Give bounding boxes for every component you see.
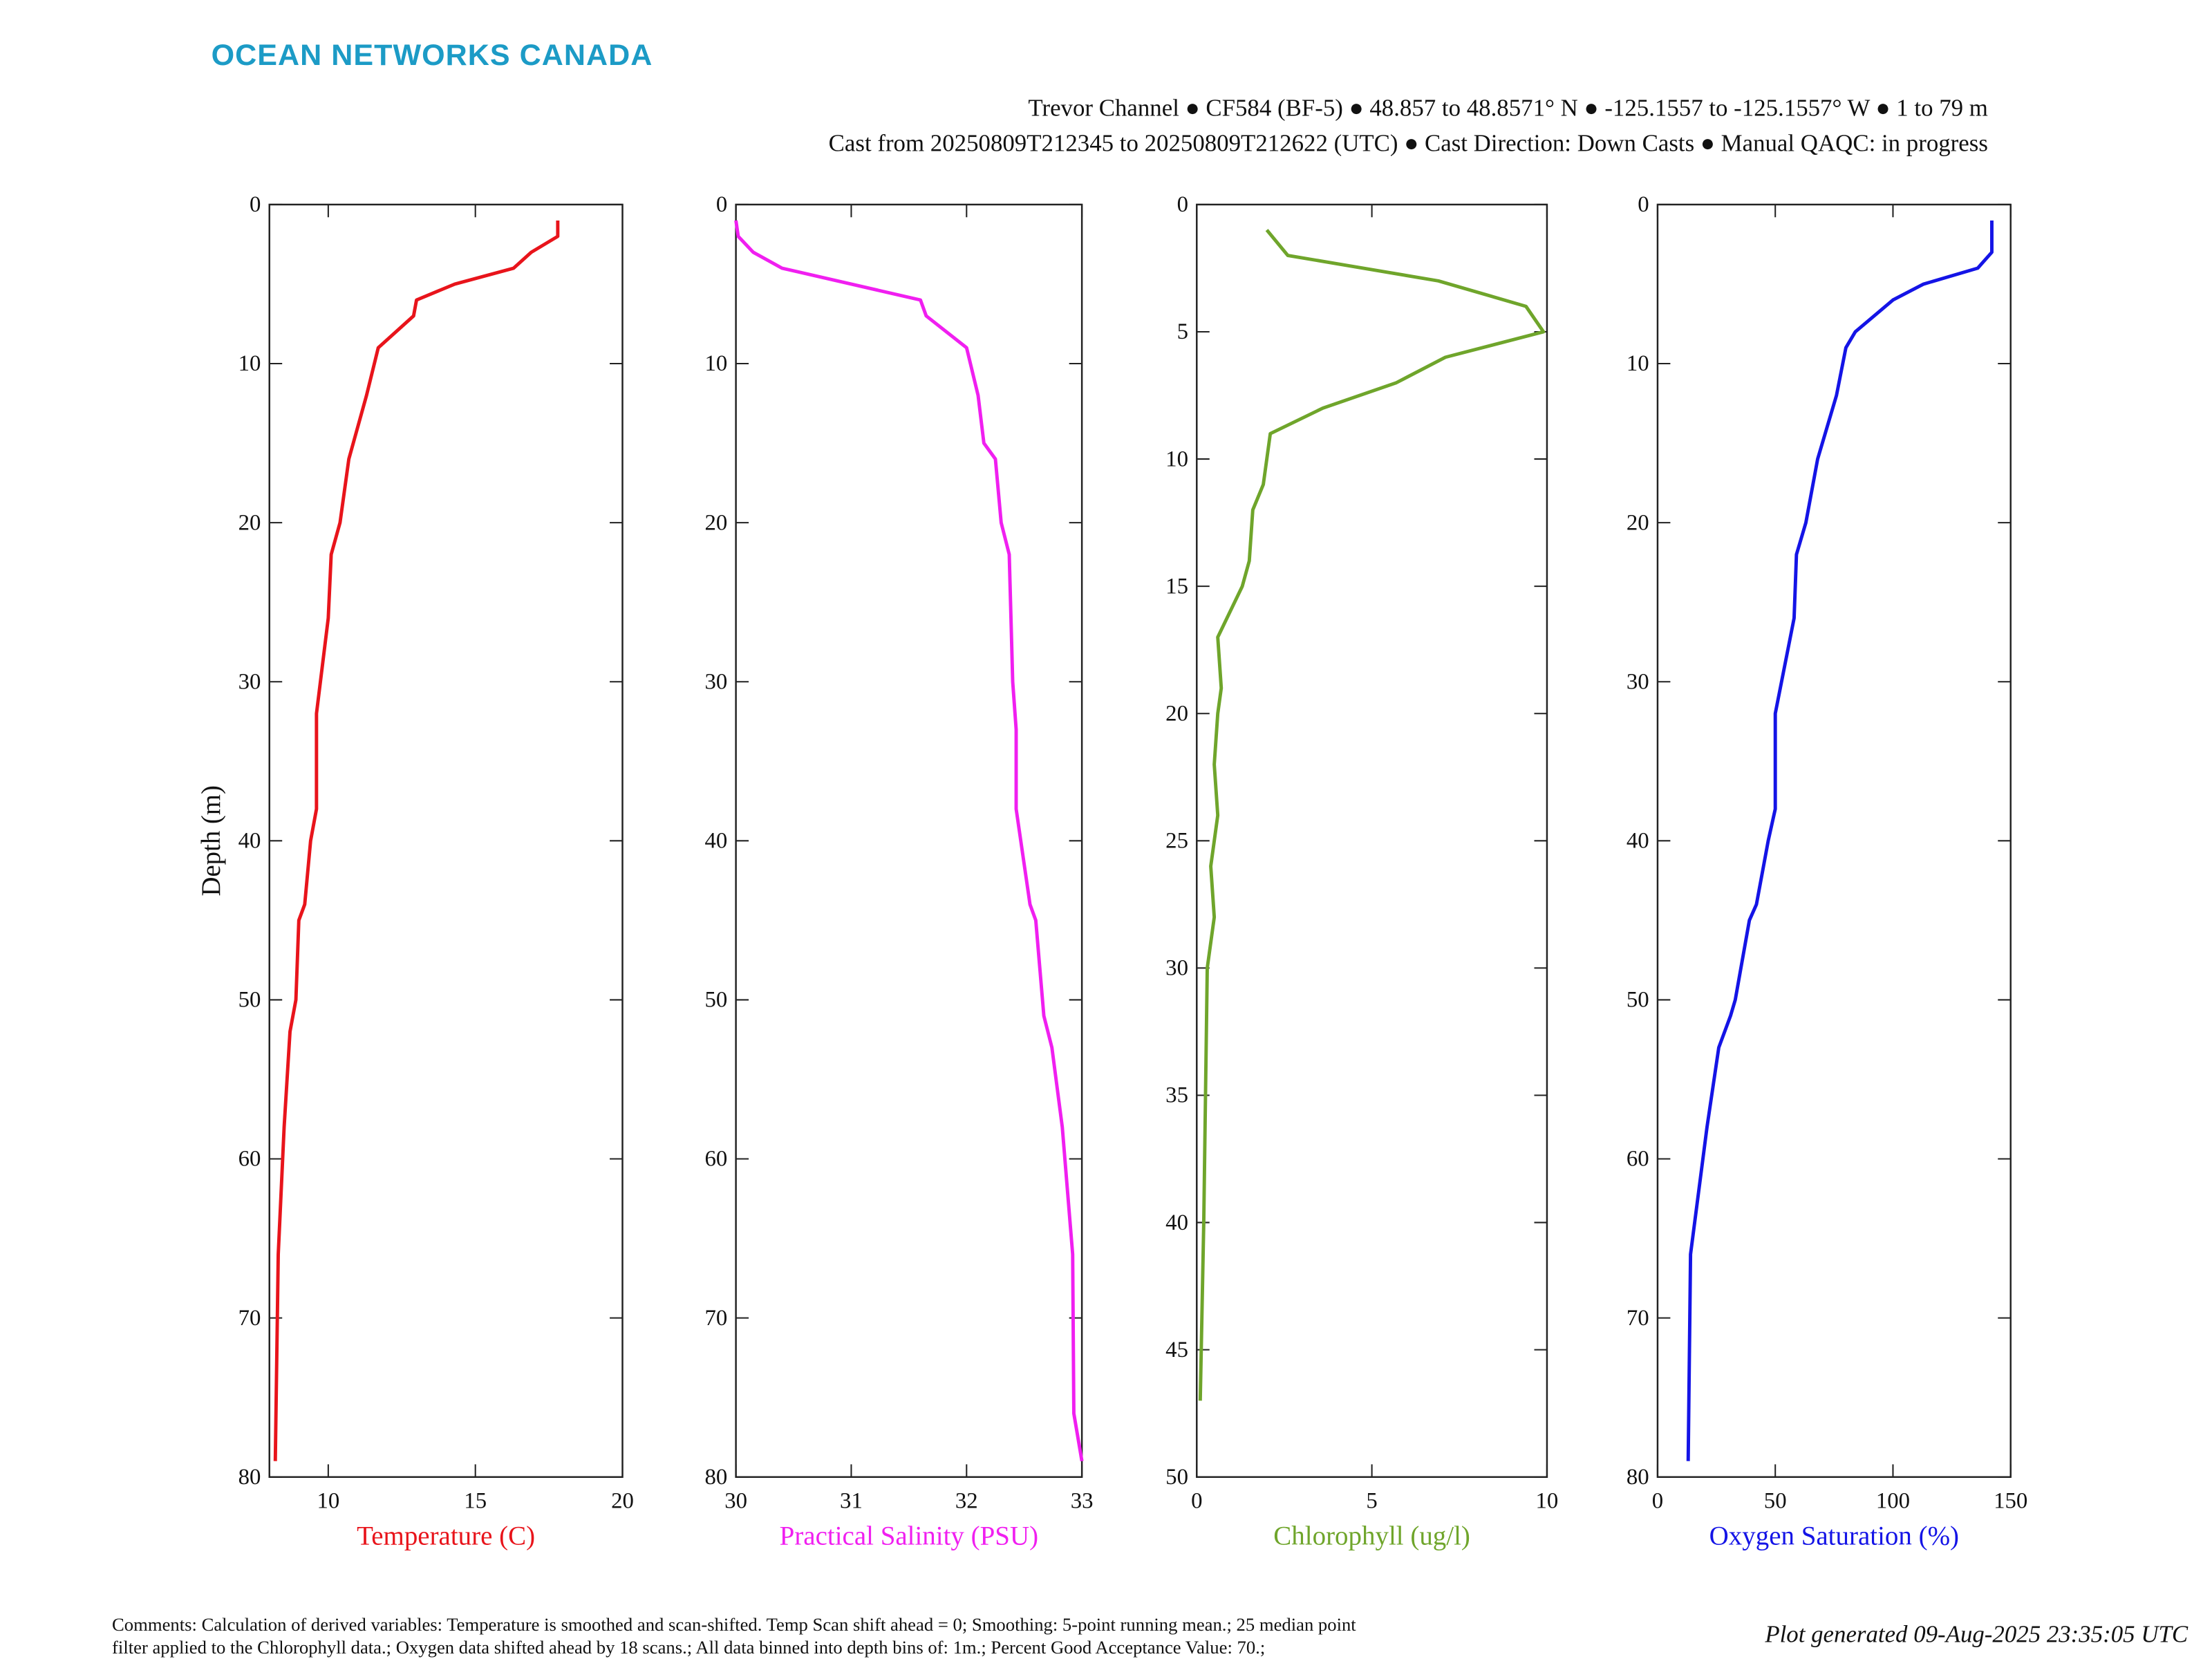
x-tick-label: 150	[1994, 1489, 2027, 1514]
x-tick-label: 10	[1536, 1489, 1559, 1514]
y-tick-label: 40	[705, 829, 728, 854]
y-tick-label: 20	[238, 510, 261, 535]
y-tick-label: 10	[1165, 447, 1188, 471]
y-tick-label: 60	[1627, 1147, 1649, 1172]
x-tick-label: 50	[1764, 1489, 1787, 1514]
x-tick-label: 31	[840, 1489, 863, 1514]
y-tick-label: 25	[1165, 829, 1188, 854]
x-axis-label: Practical Salinity (PSU)	[780, 1521, 1038, 1551]
x-tick-label: 100	[1876, 1489, 1910, 1514]
x-tick-label: 15	[464, 1489, 487, 1514]
title-line: Cast from 20250809T212345 to 20250809T21…	[829, 129, 1988, 156]
x-tick-label: 30	[724, 1489, 747, 1514]
y-tick-label: 15	[1165, 574, 1188, 599]
y-tick-label: 0	[716, 192, 727, 217]
y-tick-label: 50	[705, 988, 728, 1013]
y-tick-label: 60	[238, 1147, 261, 1172]
y-tick-label: 40	[1627, 829, 1649, 854]
y-tick-label: 45	[1165, 1338, 1188, 1362]
y-tick-label: 5	[1177, 319, 1188, 344]
y-tick-label: 10	[1627, 351, 1649, 376]
profile-line	[734, 220, 1084, 1462]
x-tick-label: 32	[955, 1489, 978, 1514]
y-tick-label: 0	[1177, 192, 1188, 217]
y-tick-label: 30	[1627, 670, 1649, 695]
y-tick-label: 50	[1627, 988, 1649, 1013]
y-tick-label: 35	[1165, 1083, 1188, 1108]
y-tick-label: 70	[1627, 1306, 1649, 1331]
y-tick-label: 20	[705, 510, 728, 535]
y-tick-label: 0	[1638, 192, 1649, 217]
profile-line	[1686, 220, 1994, 1461]
y-tick-label: 50	[1165, 1465, 1188, 1490]
y-tick-label: 60	[705, 1147, 728, 1172]
brand: OCEAN NETWORKS CANADA	[212, 39, 653, 72]
footer: Plot generated 09-Aug-2025 23:35:05 UTC	[1764, 1621, 2188, 1648]
y-tick-label: 30	[238, 670, 261, 695]
y-tick-label: 80	[1627, 1465, 1649, 1490]
title-line: Trevor Channel ● CF584 (BF-5) ● 48.857 t…	[1028, 94, 1987, 121]
x-axis-label: Oxygen Saturation (%)	[1709, 1521, 1959, 1551]
x-tick-label: 5	[1366, 1489, 1377, 1514]
profile-line	[273, 220, 560, 1461]
y-axis-label: Depth (m)	[196, 785, 226, 896]
x-tick-label: 0	[1652, 1489, 1663, 1514]
profile-line	[1198, 229, 1546, 1401]
y-tick-label: 80	[705, 1465, 728, 1490]
x-tick-label: 10	[317, 1489, 339, 1514]
x-axis-label: Temperature (C)	[357, 1521, 535, 1551]
y-tick-label: 40	[1165, 1210, 1188, 1235]
y-tick-label: 10	[238, 351, 261, 376]
y-tick-label: 50	[238, 988, 261, 1013]
y-tick-label: 10	[705, 351, 728, 376]
y-tick-label: 70	[238, 1306, 261, 1331]
y-tick-label: 40	[238, 829, 261, 854]
y-tick-label: 20	[1165, 702, 1188, 727]
y-tick-label: 70	[705, 1306, 728, 1331]
x-tick-label: 20	[611, 1489, 634, 1514]
x-axis-label: Chlorophyll (ug/l)	[1273, 1521, 1470, 1551]
y-tick-label: 20	[1627, 510, 1649, 535]
x-tick-label: 0	[1191, 1489, 1202, 1514]
x-tick-label: 33	[1071, 1489, 1094, 1514]
y-tick-label: 30	[1165, 956, 1188, 981]
y-tick-label: 80	[238, 1465, 261, 1490]
y-tick-label: 0	[250, 192, 261, 217]
y-tick-label: 30	[705, 670, 728, 695]
comment-line: Comments: Calculation of derived variabl…	[112, 1614, 1356, 1635]
comment-line: filter applied to the Chlorophyll data.;…	[112, 1637, 1265, 1658]
